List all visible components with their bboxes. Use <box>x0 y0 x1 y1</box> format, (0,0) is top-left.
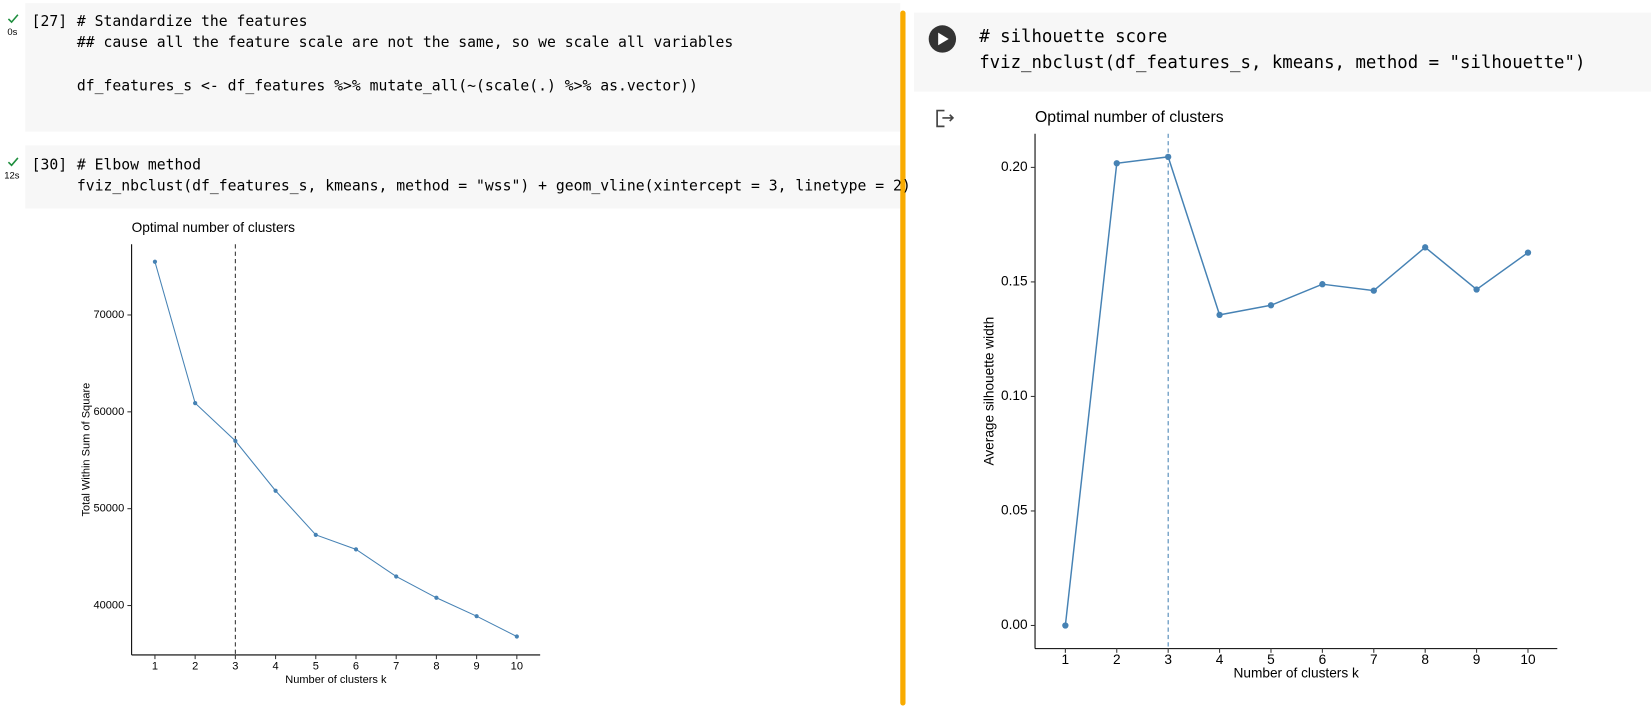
x-tick-label: 10 <box>1520 652 1536 667</box>
x-tick-label: 9 <box>1473 652 1481 667</box>
y-tick-label: 0.10 <box>1001 388 1028 403</box>
x-tick-label: 7 <box>393 660 399 672</box>
x-tick-label: 3 <box>1164 652 1172 667</box>
x-tick-label: 5 <box>313 660 319 672</box>
exec-count: [30] <box>32 156 67 173</box>
y-tick-label: 0.15 <box>1001 274 1028 289</box>
data-point <box>233 438 238 443</box>
data-point <box>353 547 359 552</box>
y-axis-label: Total Within Sum of Square <box>80 383 92 517</box>
x-tick-label: 10 <box>511 660 523 672</box>
chart-title: Optimal number of clusters <box>132 220 296 235</box>
x-tick-label: 3 <box>232 660 238 672</box>
data-point <box>394 574 399 579</box>
check-icon <box>7 157 19 167</box>
exec-count: [27] <box>32 13 67 30</box>
code-cell <box>913 12 1651 92</box>
output-icon <box>936 109 955 128</box>
data-point <box>1216 311 1223 319</box>
data-point <box>273 488 278 493</box>
x-tick-label: 7 <box>1370 652 1378 667</box>
chart-title: Optimal number of clusters <box>1035 109 1224 126</box>
y-tick-label: 40000 <box>94 599 125 611</box>
series-line <box>1064 156 1529 626</box>
x-tick-label: 8 <box>433 660 439 672</box>
data-point <box>1524 249 1532 256</box>
data-point <box>434 595 439 600</box>
data-point <box>1473 286 1480 293</box>
data-point <box>1319 281 1326 288</box>
data-point <box>514 634 519 639</box>
data-point <box>1422 244 1429 251</box>
exec-time: 0s <box>7 27 17 38</box>
x-tick-label: 5 <box>1267 652 1275 667</box>
x-tick-label: 4 <box>1216 652 1224 667</box>
check-icon <box>7 14 19 24</box>
series-line <box>154 261 518 637</box>
code-line: # Standardize the features <box>77 13 308 30</box>
x-tick-label: 6 <box>1319 652 1327 667</box>
data-point <box>1267 302 1275 309</box>
y-tick-label: 0.00 <box>1001 617 1028 632</box>
data-point <box>1165 153 1172 161</box>
x-tick-label: 1 <box>1062 652 1070 667</box>
x-tick-label: 1 <box>152 660 158 672</box>
y-axis-label: Average silhouette width <box>981 317 996 466</box>
exec-time: 12s <box>4 170 20 181</box>
code-line: df_features_s <- df_features %>% mutate_… <box>77 77 698 94</box>
x-tick-label: 6 <box>353 660 359 672</box>
x-tick-label: 2 <box>192 660 198 672</box>
code-line: # silhouette score <box>979 27 1167 47</box>
y-tick-label: 70000 <box>94 309 125 321</box>
y-tick-label: 60000 <box>94 406 125 418</box>
data-point <box>1062 622 1069 629</box>
data-point <box>193 401 198 406</box>
x-tick-label: 4 <box>272 660 278 672</box>
x-tick-label: 2 <box>1113 652 1121 667</box>
x-tick-label: 9 <box>474 660 480 672</box>
code-cell <box>25 3 901 132</box>
x-tick-label: 8 <box>1421 652 1429 667</box>
x-axis-label: Number of clusters k <box>285 674 387 686</box>
x-axis-label: Number of clusters k <box>1233 665 1359 680</box>
y-tick-label: 0.05 <box>1001 503 1028 518</box>
data-point <box>474 614 479 619</box>
code-line: fviz_nbclust(df_features_s, kmeans, meth… <box>979 53 1585 73</box>
divider <box>900 10 906 706</box>
data-point <box>152 259 158 264</box>
data-point <box>1113 160 1120 167</box>
data-point <box>313 532 318 537</box>
play-icon <box>938 32 949 46</box>
data-point <box>1370 287 1377 294</box>
code-line: fviz_nbclust(df_features_s, kmeans, meth… <box>77 177 911 194</box>
code-cell <box>25 145 901 209</box>
y-tick-label: 50000 <box>94 503 125 515</box>
y-tick-label: 0.20 <box>1001 159 1028 174</box>
code-line: ## cause all the feature scale are not t… <box>77 34 733 51</box>
code-line: # Elbow method <box>77 156 201 173</box>
